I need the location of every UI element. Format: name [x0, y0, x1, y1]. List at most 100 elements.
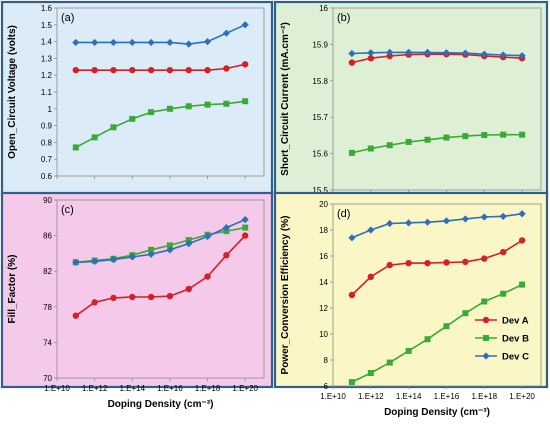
y-axis-label: Power_Conversion Efficiency (%) [280, 216, 291, 375]
y-tick-label: 82 [43, 267, 52, 276]
panel-ff: 70 74 78 82 86 90 1.E+10 1.E+12 1.E+14 1.E+16 1.E+… [0, 191, 274, 410]
x-tick-label: 1.E+20 [232, 384, 258, 393]
data-point [519, 281, 526, 288]
data-point [348, 59, 356, 66]
data-point [481, 298, 488, 305]
data-point [128, 253, 136, 261]
data-point [147, 38, 155, 47]
x-tick-label: 1.E+18 [471, 392, 497, 401]
y-tick-label: 6 [324, 382, 329, 391]
legend-marker [483, 335, 489, 341]
x-tick-label: 1.E+18 [195, 384, 221, 393]
data-point [386, 261, 393, 269]
y-axis-label: Fill_Factor (%) [7, 255, 18, 324]
x-tick-label: 1.E+16 [434, 392, 460, 401]
data-point [129, 293, 136, 301]
data-point [91, 66, 98, 74]
series-dev-b [348, 281, 526, 386]
y-tick-label: 1.1 [41, 88, 53, 97]
data-point [480, 213, 488, 221]
data-point [500, 131, 507, 138]
data-point [203, 232, 212, 241]
data-point [72, 144, 79, 151]
y-tick-label: 0.6 [41, 172, 53, 181]
data-point [204, 66, 211, 74]
data-point [443, 134, 450, 141]
series-dev-a [72, 232, 249, 319]
series-line [75, 226, 246, 264]
data-point [367, 49, 375, 57]
data-point [110, 124, 117, 131]
series-dev-c [348, 48, 526, 60]
data-point [424, 336, 431, 343]
plot-area [56, 199, 265, 379]
y-tick-label: 1.4 [41, 38, 53, 47]
data-point [129, 115, 136, 122]
y-tick-label: 16 [319, 252, 328, 261]
data-point [405, 48, 413, 57]
data-point [166, 105, 173, 112]
x-axis-label: Doping Density (cm⁻³) [384, 407, 490, 418]
y-tick-label: 86 [43, 232, 52, 241]
data-point [222, 223, 230, 232]
series-dev-a [348, 237, 526, 299]
legend-entry: Dev C [502, 352, 529, 363]
data-point [442, 217, 451, 225]
y-tick-label: 78 [43, 303, 52, 312]
data-point [109, 38, 118, 47]
data-point [204, 273, 211, 280]
data-point [367, 55, 375, 62]
data-point [110, 294, 117, 302]
data-point [423, 218, 432, 226]
data-point [481, 255, 488, 262]
data-point [443, 259, 450, 266]
y-tick-label: 18 [319, 226, 328, 235]
legend-entry: Dev A [502, 316, 529, 327]
data-point [148, 109, 155, 116]
data-point [166, 66, 174, 74]
data-point [72, 312, 80, 319]
panel-jsc: 15.5 15.6 15.7 15.8 15.9 16 (b) Short_Circuit C… [273, 0, 549, 198]
panel-frame [0, 191, 274, 389]
y-tick-label: 1 [48, 105, 53, 114]
y-tick-label: 1.2 [41, 71, 53, 80]
data-point [443, 323, 450, 330]
y-tick-label: 14 [319, 278, 328, 287]
y-tick-label: 16 [319, 4, 328, 13]
legend-marker [482, 316, 490, 324]
data-point [499, 248, 507, 256]
data-point [462, 258, 469, 266]
x-tick-label: 1.E+12 [82, 384, 108, 393]
series-line [351, 213, 523, 239]
data-point [242, 98, 249, 105]
data-point [185, 285, 192, 293]
data-point [481, 132, 488, 139]
series-dev-c [72, 21, 249, 48]
data-point [386, 48, 394, 57]
data-point [348, 49, 356, 58]
x-tick-label: 1.E+12 [358, 392, 384, 401]
series-dev-c [72, 215, 249, 266]
series-line [75, 218, 246, 264]
y-tick-label: 70 [43, 374, 52, 383]
data-point [91, 134, 98, 141]
data-point [461, 215, 469, 223]
y-tick-label: 1.5 [41, 21, 53, 30]
y-tick-label: 0.8 [41, 138, 53, 147]
data-point [348, 379, 355, 386]
series-line [75, 24, 246, 45]
data-point [367, 226, 375, 234]
x-tick-label: 1.E+14 [119, 384, 145, 393]
data-point [109, 256, 118, 264]
panel-frame [273, 0, 549, 198]
data-point [129, 66, 136, 74]
y-tick-label: 1.3 [41, 54, 53, 63]
y-tick-label: 10 [319, 330, 328, 339]
series-line [75, 100, 246, 149]
series-dev-a [72, 61, 249, 74]
data-point [222, 29, 230, 37]
data-point [147, 66, 155, 74]
data-point [241, 232, 249, 239]
data-point [405, 259, 412, 267]
x-axis-label: Doping Density (cm⁻³) [108, 399, 214, 410]
